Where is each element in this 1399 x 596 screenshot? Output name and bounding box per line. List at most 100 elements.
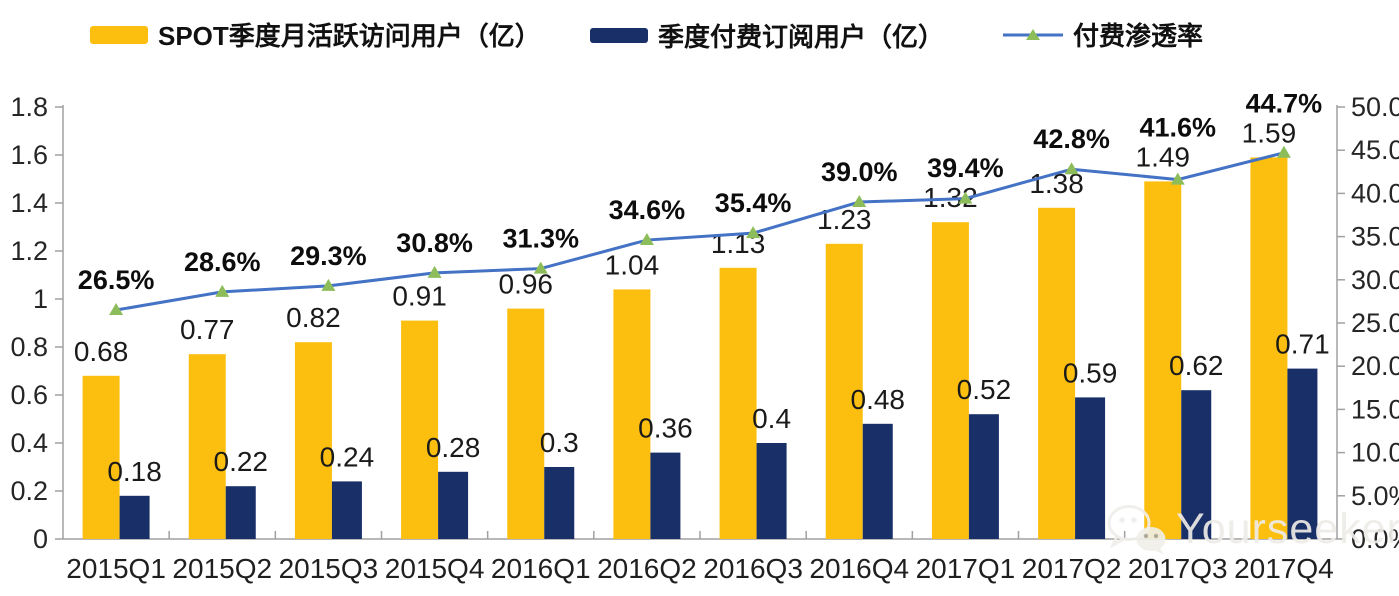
subs-bar	[119, 495, 150, 539]
right-axis-tick-label: 5.0%	[1351, 481, 1399, 511]
penetration-value-label: 34.6%	[609, 195, 686, 225]
mau-value-label: 0.91	[392, 281, 447, 312]
penetration-marker	[639, 233, 654, 246]
penetration-value-label: 26.5%	[78, 265, 155, 295]
penetration-marker	[1064, 162, 1079, 175]
wechat-icon	[1107, 505, 1166, 555]
left-axis-tick-label: 1.4	[10, 188, 48, 218]
penetration-marker	[321, 278, 336, 291]
right-axis-tick-label: 45.0%	[1351, 135, 1399, 165]
penetration-marker	[427, 265, 442, 278]
subs-value-label: 0.24	[320, 441, 375, 472]
penetration-value-label: 31.3%	[502, 224, 579, 254]
mau-bar	[82, 375, 120, 539]
mau-bar	[1038, 207, 1076, 540]
mau-value-label: 1.59	[1242, 117, 1297, 148]
penetration-line	[115, 151, 1285, 312]
subs-bar	[331, 481, 362, 539]
subs-bar	[650, 452, 681, 539]
penetration-marker	[109, 303, 124, 316]
penetration-marker	[1276, 145, 1291, 158]
right-axis-tick-label: 30.0%	[1351, 265, 1399, 295]
x-axis-label: 2015Q3	[279, 553, 379, 584]
mau-bar	[507, 308, 545, 539]
subs-value-label: 0.71	[1275, 329, 1330, 360]
penetration-value-label: 29.3%	[290, 241, 367, 271]
subs-bar	[1075, 397, 1106, 539]
penetration-marker	[746, 226, 761, 239]
mau-legend-label: SPOT季度月活跃访问用户（亿）	[158, 21, 541, 51]
penetration-marker	[215, 284, 230, 297]
subs-value-label: 0.62	[1169, 350, 1224, 381]
subs-bar	[544, 467, 575, 539]
penetration-value-label: 41.6%	[1139, 112, 1216, 142]
left-axis-tick-label: 1.6	[10, 140, 48, 170]
mau-bar	[294, 342, 332, 539]
left-axis-tick-label: 0.4	[10, 428, 48, 458]
penetration-marker	[852, 195, 867, 208]
penetration-marker	[533, 261, 548, 274]
mau-value-label: 1.49	[1136, 141, 1191, 172]
subs-legend-swatch	[590, 28, 648, 43]
mau-bar	[825, 243, 863, 540]
subs-bar	[438, 471, 469, 539]
subs-bar	[968, 414, 999, 539]
mau-value-label: 1.04	[605, 249, 660, 280]
x-axis-label: 2016Q1	[491, 553, 591, 584]
mau-bar	[1250, 157, 1288, 539]
subs-legend-label: 季度付费订阅用户（亿）	[658, 22, 945, 52]
subs-value-label: 0.3	[540, 427, 579, 458]
subs-value-label: 0.59	[1063, 357, 1118, 388]
left-axis-tick-label: 1.8	[10, 92, 48, 122]
subs-value-label: 0.4	[752, 403, 791, 434]
x-axis-label: 2016Q3	[703, 553, 803, 584]
mau-value-label: 0.68	[74, 336, 129, 367]
mau-value-label: 0.77	[180, 314, 235, 345]
x-axis-label: 2015Q2	[172, 553, 272, 584]
penetration-value-label: 39.4%	[927, 153, 1004, 183]
right-axis-tick-label: 0.0%	[1351, 524, 1399, 554]
right-axis-tick-label: 40.0%	[1351, 178, 1399, 208]
penetration-marker	[958, 191, 973, 204]
subs-bar	[1181, 390, 1212, 539]
mau-value-label: 0.96	[499, 269, 554, 300]
x-axis-label: 2017Q3	[1128, 553, 1228, 584]
subs-value-label: 0.28	[426, 432, 481, 463]
left-axis-tick-label: 0.8	[10, 332, 48, 362]
legend-item-mau: SPOT季度月活跃访问用户（亿）	[90, 16, 541, 53]
legend-item-subs: 季度付费订阅用户（亿）	[590, 17, 944, 54]
penetration-value-label: 30.8%	[396, 228, 473, 258]
x-axis-label: 2015Q4	[385, 553, 485, 584]
subs-bar	[225, 486, 256, 539]
legend-item-penetration: 付费渗透率	[1003, 16, 1203, 53]
subs-bar	[756, 443, 787, 539]
right-axis-tick-label: 50.0%	[1351, 92, 1399, 122]
right-axis-tick-label: 25.0%	[1351, 308, 1399, 338]
left-axis-tick-label: 1	[33, 284, 48, 314]
right-axis-tick-label: 15.0%	[1351, 394, 1399, 424]
left-axis-tick-label: 0.6	[10, 380, 48, 410]
left-axis-tick-label: 0	[33, 524, 48, 554]
mau-bar	[931, 222, 969, 539]
subs-value-label: 0.22	[214, 446, 269, 477]
subs-value-label: 0.48	[851, 384, 906, 415]
penetration-value-label: 28.6%	[184, 247, 261, 277]
watermark-text: Yourseeker	[1176, 504, 1399, 553]
right-axis-tick-label: 10.0%	[1351, 438, 1399, 468]
x-axis-label: 2017Q4	[1234, 553, 1334, 584]
subs-bar	[1287, 368, 1318, 539]
mau-bar	[401, 320, 439, 539]
mau-bar	[188, 354, 226, 539]
mau-bar	[719, 267, 757, 539]
mau-value-label: 1.23	[817, 204, 872, 235]
penetration-marker	[1170, 172, 1185, 185]
left-axis-tick-label: 0.2	[10, 476, 48, 506]
x-axis-label: 2017Q2	[1022, 553, 1122, 584]
penetration-value-label: 35.4%	[715, 188, 792, 218]
penetration-legend-marker	[1003, 28, 1063, 40]
left-axis-tick-label: 1.2	[10, 236, 48, 266]
penetration-value-label: 42.8%	[1033, 124, 1110, 154]
watermark: Yourseeker	[1102, 500, 1399, 558]
